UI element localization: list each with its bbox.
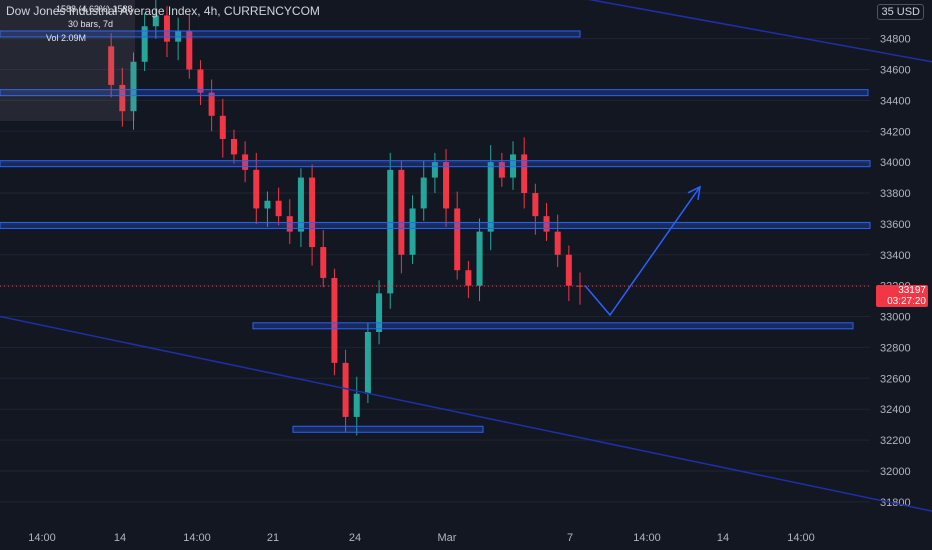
currency-label: USD bbox=[896, 6, 920, 18]
y-tick-label: 33400 bbox=[880, 250, 911, 262]
y-tick-label: 33800 bbox=[880, 188, 911, 200]
x-tick-label: 21 bbox=[267, 532, 279, 544]
y-tick-label: 32200 bbox=[880, 435, 911, 447]
projection-path bbox=[584, 186, 701, 317]
currency-prefix: 35 bbox=[881, 6, 894, 18]
candle-body bbox=[510, 154, 517, 178]
x-tick-label: 24 bbox=[349, 532, 361, 544]
candle-body bbox=[309, 177, 316, 248]
level-zone bbox=[0, 89, 869, 97]
y-tick-label: 32400 bbox=[880, 404, 911, 416]
candle-body bbox=[409, 208, 416, 255]
candle-body bbox=[275, 200, 282, 217]
x-tick-label: 7 bbox=[567, 532, 573, 544]
x-tick-label: Mar bbox=[438, 532, 457, 544]
y-tick-label: 33600 bbox=[880, 219, 911, 231]
candle-body bbox=[219, 115, 226, 139]
y-tick-label: 32000 bbox=[880, 466, 911, 478]
candle-body bbox=[420, 177, 427, 209]
level-zone bbox=[0, 30, 581, 38]
candle-body bbox=[253, 169, 260, 209]
x-tick-label: 14 bbox=[114, 532, 126, 544]
candle-body bbox=[342, 362, 349, 417]
candle-body bbox=[152, 15, 159, 27]
candle-body bbox=[320, 247, 327, 278]
y-tick-label: 32600 bbox=[880, 373, 911, 385]
y-tick-label: 34000 bbox=[880, 157, 911, 169]
x-tick-label: 14:00 bbox=[633, 532, 661, 544]
level-zone bbox=[0, 221, 871, 229]
x-tick-label: 14 bbox=[717, 532, 729, 544]
trend-line bbox=[587, 0, 932, 63]
candle-body bbox=[130, 61, 137, 112]
currency-selector[interactable]: 35 USD bbox=[877, 4, 924, 20]
candle-body bbox=[119, 84, 126, 112]
candle-body bbox=[431, 162, 438, 178]
candle-body bbox=[543, 216, 550, 232]
candle-body bbox=[465, 270, 472, 286]
candle-body bbox=[554, 231, 561, 255]
x-tick-label: 14:00 bbox=[787, 532, 815, 544]
measure-volume-label: Vol 2.09M bbox=[46, 33, 87, 43]
candle-body bbox=[387, 169, 394, 294]
candle-body bbox=[398, 169, 405, 255]
measure-change-label: 1588 (4.63%) 1588 bbox=[56, 4, 133, 14]
candle-body bbox=[197, 69, 204, 93]
candle-body bbox=[163, 15, 170, 42]
candle-body bbox=[242, 154, 249, 170]
candle-body bbox=[208, 92, 215, 116]
candle-body bbox=[264, 200, 271, 209]
candle-body bbox=[175, 30, 182, 42]
y-tick-label: 34600 bbox=[880, 64, 911, 76]
candle-body bbox=[476, 231, 483, 286]
level-zone bbox=[0, 160, 871, 168]
projection-arrowhead bbox=[687, 185, 701, 200]
candle-body bbox=[353, 393, 360, 417]
y-tick-label: 34400 bbox=[880, 95, 911, 107]
candle-body bbox=[532, 193, 539, 217]
candle-body bbox=[521, 154, 528, 194]
bar-countdown: 03:27:20 bbox=[887, 296, 926, 307]
candle-body bbox=[376, 293, 383, 332]
candle-body bbox=[286, 216, 293, 232]
level-zone bbox=[252, 322, 854, 330]
measure-bars-label: 30 bars, 7d bbox=[68, 19, 114, 29]
last-price-tag: 33197 03:27:20 bbox=[876, 285, 928, 307]
x-tick-label: 14:00 bbox=[183, 532, 211, 544]
measure-range-box bbox=[0, 0, 135, 121]
trend-line bbox=[0, 315, 932, 512]
candle-body bbox=[454, 208, 461, 271]
x-tick-label: 14:00 bbox=[28, 532, 56, 544]
y-tick-label: 33000 bbox=[880, 312, 911, 324]
candle-body bbox=[108, 46, 115, 85]
y-tick-label: 34800 bbox=[880, 34, 911, 46]
level-zone bbox=[292, 425, 484, 433]
candle-body bbox=[186, 30, 193, 70]
candle-body bbox=[230, 138, 237, 155]
y-tick-label: 32800 bbox=[880, 342, 911, 354]
candle-body bbox=[297, 177, 304, 232]
candle-body bbox=[364, 331, 371, 394]
candle-body bbox=[141, 26, 148, 62]
candle-body bbox=[498, 162, 505, 178]
last-price-value: 33197 bbox=[898, 285, 926, 296]
candle-body bbox=[443, 162, 450, 209]
candle-body bbox=[565, 254, 572, 286]
candle-body bbox=[487, 162, 494, 232]
y-tick-label: 34200 bbox=[880, 126, 911, 138]
chart-title: Dow Jones Industrial Average Index, 4h, … bbox=[6, 4, 320, 18]
candle-body bbox=[331, 277, 338, 363]
